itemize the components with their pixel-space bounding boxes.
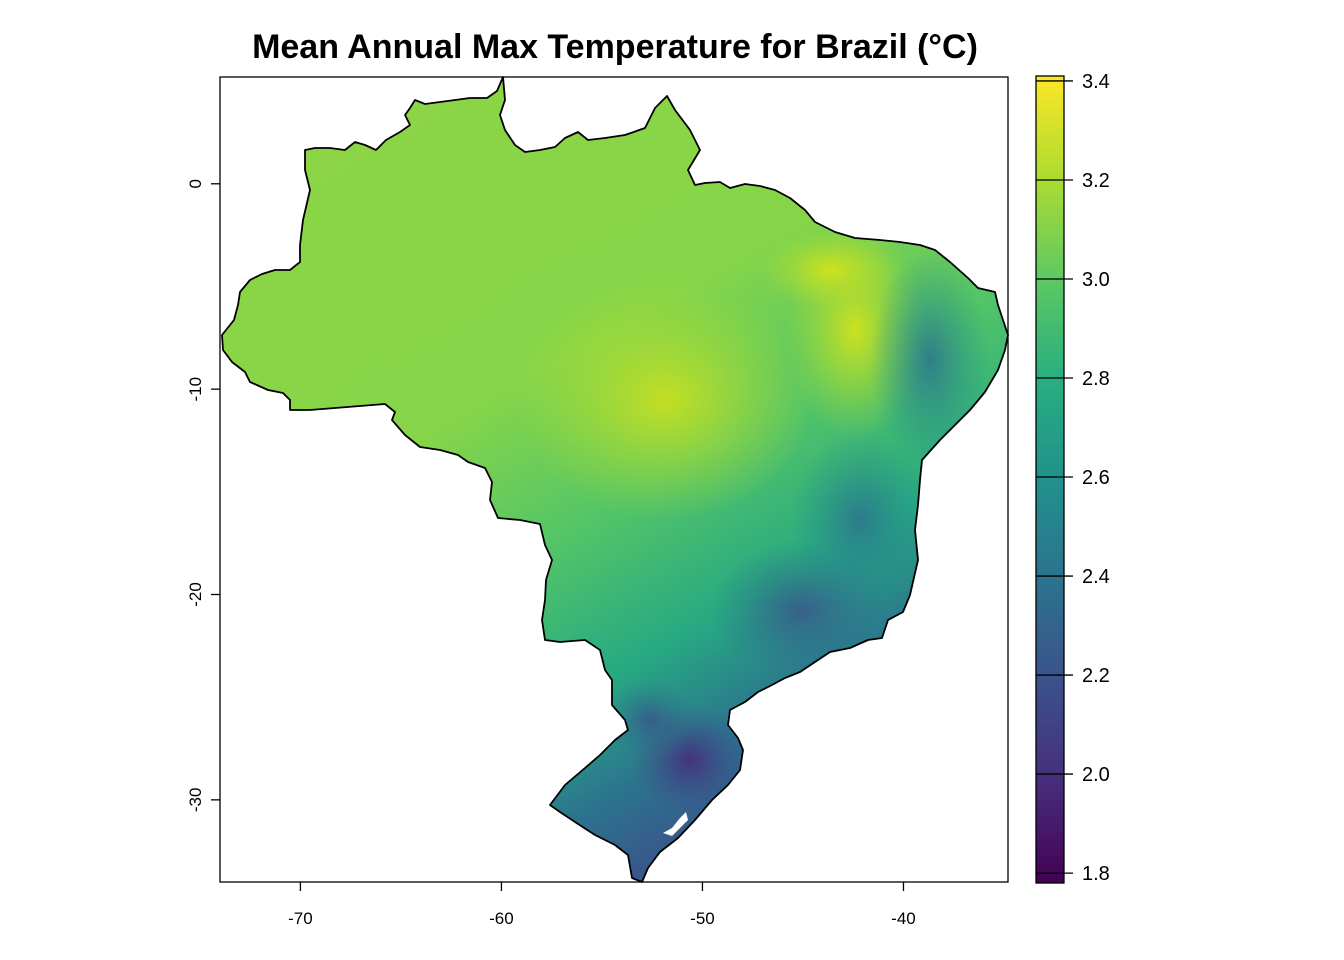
colorbar-ramp [1035,75,1065,884]
plot-frame [219,76,1009,883]
y-tick-label: -30 [186,788,205,813]
brazil-border [221,76,1009,883]
colorbar-tick-label: 2.0 [1082,764,1110,786]
colorbar-ticks: 1.8 2.0 2.2 2.4 2.6 2.8 3.0 3.2 3.4 [1036,71,1110,885]
y-axis: 0 -10 -20 -30 [186,179,220,812]
x-tick-label: -60 [489,909,514,928]
temperature-raster [222,77,1008,882]
colorbar-tick-label: 2.4 [1082,566,1110,588]
x-tick-label: -50 [690,909,715,928]
x-axis: -70 -60 -50 -40 [288,882,916,928]
colorbar-tick-label: 2.2 [1082,665,1110,687]
y-tick-label: -10 [186,377,205,402]
no-data-patch [663,812,688,836]
map-title: Mean Annual Max Temperature for Brazil (… [252,28,978,66]
colorbar-tick-label: 2.6 [1082,467,1110,489]
y-tick-label: -20 [186,582,205,607]
colorbar-tick-label: 3.0 [1082,269,1110,291]
colorbar-tick-label: 3.4 [1082,71,1110,93]
x-tick-label: -70 [288,909,313,928]
colorbar-tick-label: 3.2 [1082,170,1110,192]
colorbar-tick-label: 2.8 [1082,368,1110,390]
x-tick-label: -40 [891,909,916,928]
y-tick-label: 0 [186,179,205,188]
colorbar-tick-label: 1.8 [1082,863,1110,885]
colorbar: 1.8 2.0 2.2 2.4 2.6 2.8 3.0 3.2 3.4 [1035,71,1110,885]
